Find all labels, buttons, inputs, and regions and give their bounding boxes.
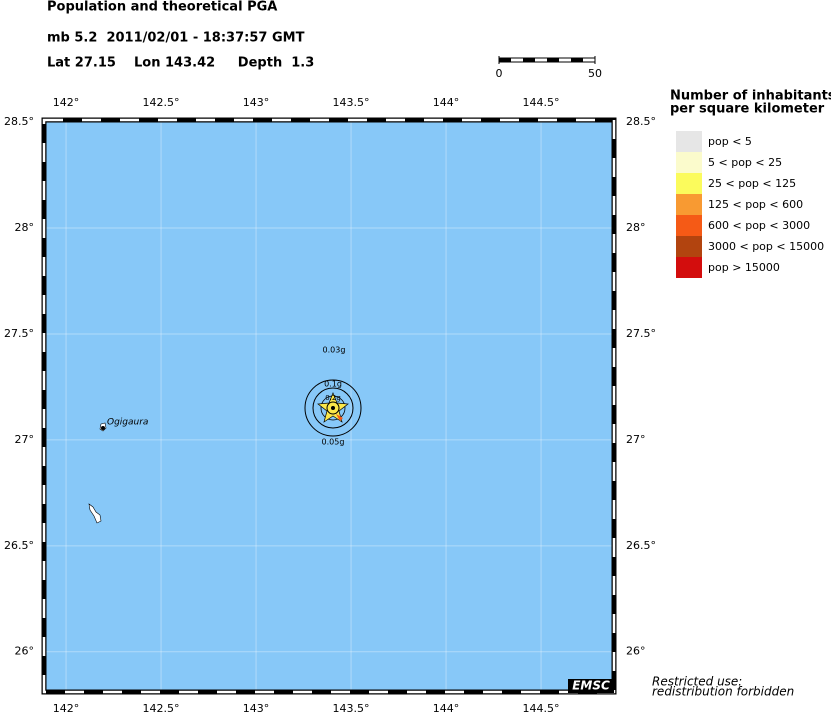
legend-title: Number of inhabitants [670, 89, 831, 104]
lat-tick-label: 26.5° [4, 539, 34, 552]
lon-tick-label: 142° [53, 96, 80, 109]
legend-label: 600 < pop < 3000 [708, 219, 810, 232]
location: Lat 27.15 Lon 143.42 Depth 1.3 [47, 56, 314, 71]
legend-swatch [676, 194, 702, 215]
lat-tick-label: 28.5° [4, 115, 34, 128]
lat-tick-label: 27° [15, 433, 35, 446]
legend-label: pop > 15000 [708, 261, 780, 274]
lat-tick-label: 27.5° [4, 327, 34, 340]
lon-tick-label: 143° [243, 702, 270, 715]
islands [88, 422, 107, 524]
lon-tick-label: 144° [433, 702, 460, 715]
legend-swatch [676, 131, 702, 152]
pga-label: 0.2g [325, 394, 341, 402]
legend-title: per square kilometer [670, 102, 825, 117]
scale-label: 50 [588, 67, 602, 80]
lon-tick-label: 142.5° [143, 702, 180, 715]
lon-tick-label: 144.5° [523, 96, 560, 109]
lat-tick-label: 27.5° [626, 327, 656, 340]
pga-label: 0.05g [322, 438, 345, 447]
legend-swatch [676, 236, 702, 257]
legend-swatch [676, 152, 702, 173]
lon-tick-label: 143° [243, 96, 270, 109]
pga-label: 0.1g [324, 380, 342, 389]
lat-tick-label: 26° [626, 645, 646, 658]
epicenter [304, 379, 362, 437]
title: Population and theoretical PGA [47, 0, 277, 15]
legend-swatch [676, 257, 702, 278]
event: mb 5.2 2011/02/01 - 18:37:57 GMT [47, 31, 305, 46]
footer: Restricted use: [652, 675, 742, 689]
legend-label: 125 < pop < 600 [708, 198, 803, 211]
lon-tick-label: 144° [433, 96, 460, 109]
lat-tick-label: 28° [15, 221, 35, 234]
lon-tick-label: 143.5° [333, 96, 370, 109]
legend-label: 3000 < pop < 15000 [708, 240, 824, 253]
place-label: Ogigaura [107, 418, 148, 428]
legend-label: 25 < pop < 125 [708, 177, 796, 190]
legend-swatch [676, 173, 702, 194]
legend: Number of inhabitants per square kilomet… [670, 89, 831, 278]
credit: EMSC [572, 679, 610, 693]
pga-label: 0.03g [323, 346, 346, 355]
legend-label: pop < 5 [708, 135, 752, 148]
lon-tick-label: 142° [53, 702, 80, 715]
lon-tick-label: 142.5° [143, 96, 180, 109]
legend-swatch [676, 215, 702, 236]
footer: redistribution forbidden [652, 685, 794, 699]
scale-label: 0 [496, 67, 503, 80]
lat-tick-label: 28.5° [626, 115, 656, 128]
lon-tick-label: 144.5° [523, 702, 560, 715]
lat-tick-label: 26° [15, 645, 35, 658]
scale-bar: 0 50 [496, 56, 602, 80]
lon-tick-label: 143.5° [333, 702, 370, 715]
lat-tick-label: 28° [626, 221, 646, 234]
legend-label: 5 < pop < 25 [708, 156, 782, 169]
lat-tick-label: 26.5° [626, 539, 656, 552]
lat-tick-label: 27° [626, 433, 646, 446]
